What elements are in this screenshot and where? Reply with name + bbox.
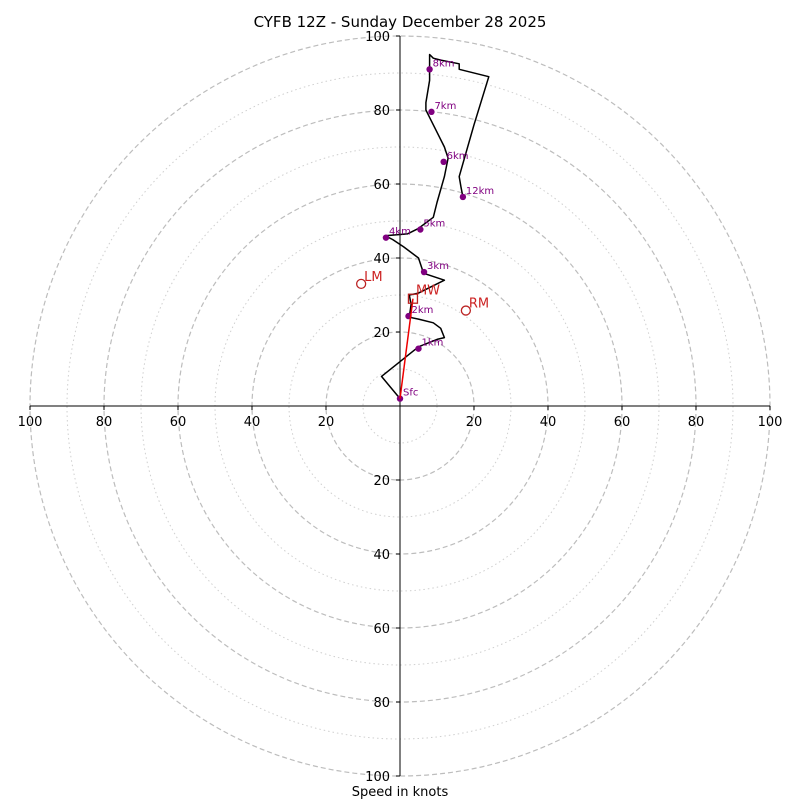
x-tick-label: 40 — [540, 415, 557, 430]
y-tick-label: 100 — [365, 30, 390, 45]
height-marker-6km — [440, 158, 447, 165]
height-marker-3km — [420, 268, 428, 276]
storm-motion-vector — [399, 298, 414, 399]
height-marker-8km — [426, 66, 433, 73]
height-label-2km: 2km — [412, 305, 434, 316]
y-tick-label: 40 — [373, 252, 390, 267]
y-tick-label: 60 — [373, 178, 390, 193]
height-markers: Sfc 1km 2km 3km 4km 5km 6km 7km 8km 12km — [382, 58, 494, 402]
y-tick-label: 80 — [373, 104, 390, 119]
height-label-8km: 8km — [433, 58, 455, 69]
x-tick-label: 100 — [758, 415, 783, 430]
axes — [30, 36, 770, 776]
y-tick-label: 60 — [373, 622, 390, 637]
x-tick-label: 60 — [614, 415, 631, 430]
y-tick-label: 80 — [373, 696, 390, 711]
height-label-7km: 7km — [434, 101, 456, 112]
y-tick-label: 100 — [365, 770, 390, 785]
height-label-6km: 6km — [447, 151, 469, 162]
left-mover-label: LM — [364, 270, 382, 285]
y-tick-label: 40 — [373, 548, 390, 563]
x-tick-label: 60 — [170, 415, 187, 430]
height-label-3km: 3km — [427, 261, 449, 272]
height-marker-7km — [428, 108, 435, 116]
mean-wind-label: MW — [416, 284, 440, 299]
height-label-5km: 5km — [423, 219, 445, 230]
tick-labels: 100 80 60 40 20 20 40 60 80 100 100 80 60 40 20 20 40 60 8… — [18, 30, 783, 785]
left-mover-marker — [355, 278, 367, 290]
right-mover-label: RM — [469, 297, 489, 312]
x-tick-label: 20 — [318, 415, 335, 430]
y-tick-label: 20 — [373, 326, 390, 341]
chart-title: CYFB 12Z - Sunday December 28 2025 — [254, 13, 547, 31]
height-label-12km: 12km — [466, 186, 494, 197]
x-tick-label: 20 — [466, 415, 483, 430]
x-tick-label: 100 — [18, 415, 43, 430]
y-tick-label: 20 — [373, 474, 390, 489]
x-tick-label: 80 — [688, 415, 705, 430]
height-marker-5km — [417, 226, 424, 233]
x-axis-label: Speed in knots — [352, 785, 449, 800]
height-label-4km: 4km — [389, 227, 411, 238]
height-marker-4km — [382, 234, 390, 241]
right-mover-marker — [460, 305, 472, 316]
height-label-1km: 1km — [422, 338, 444, 349]
height-label-sfc: Sfc — [403, 388, 418, 399]
height-marker-12km — [459, 193, 467, 201]
x-tick-label: 40 — [244, 415, 261, 430]
x-tick-label: 80 — [96, 415, 113, 430]
wind-trace — [380, 53, 490, 400]
storm-motion-layer: MW RM LM — [355, 270, 489, 399]
mean-wind-marker — [407, 293, 419, 304]
wind-trace-layer — [380, 53, 490, 400]
height-marker-1km — [415, 345, 422, 352]
